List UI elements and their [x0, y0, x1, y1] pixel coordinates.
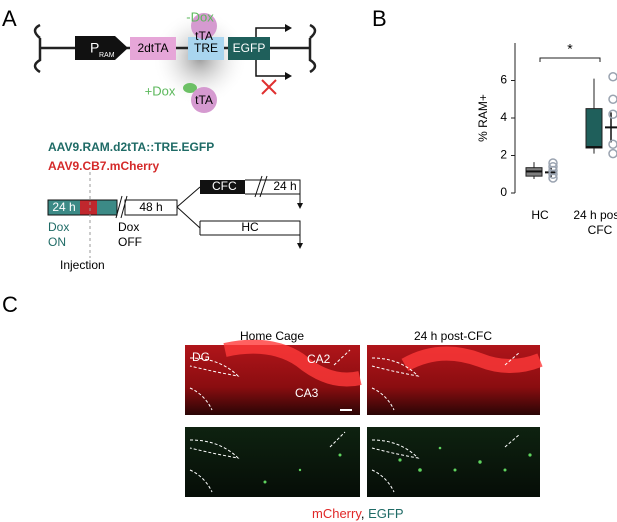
- timeline-label: 48 h: [139, 200, 162, 214]
- panel-label: C: [2, 292, 18, 317]
- column-title: Home Cage: [240, 329, 304, 343]
- promoter-arrow: [75, 36, 128, 60]
- region-label: CA3: [295, 386, 319, 400]
- minus-dox: -Dox: [186, 9, 214, 24]
- timeline-injection: [80, 200, 97, 215]
- vector-name: AAV9.RAM.d2tTA::TRE.EGFP: [48, 140, 214, 154]
- transcription-arrow: [255, 60, 285, 77]
- y-tick-label: 0: [500, 185, 507, 199]
- d2tta-box: [130, 37, 176, 60]
- panel-label: B: [372, 6, 387, 31]
- region-label: DG: [192, 350, 210, 364]
- timeline-border: [47, 199, 118, 216]
- arrowhead: [285, 72, 292, 80]
- arrowhead: [285, 24, 292, 32]
- tta-label: tTA: [195, 29, 213, 43]
- egfp-label: EGFP: [233, 41, 266, 55]
- legend-mcherry: mCherry: [312, 506, 361, 521]
- x-tick-label: 24 h post-CFC: [573, 208, 617, 237]
- panel-label: A: [2, 6, 17, 31]
- y-tick-label: 6: [500, 73, 507, 87]
- egfp-cells: [263, 446, 532, 484]
- timeline-label: HC: [241, 220, 259, 234]
- timeline-dox-on: [97, 200, 117, 215]
- dox-off-label: Dox OFF: [118, 220, 142, 249]
- region-outlines: [189, 349, 521, 493]
- image-egfp: [367, 427, 540, 497]
- dox-on-label: Dox ON: [48, 220, 70, 249]
- legend: mCherry, EGFP: [312, 506, 404, 521]
- tta-circle: [191, 13, 217, 39]
- point: [608, 94, 617, 104]
- blocked-mark: [261, 79, 277, 95]
- legend-egfp: EGFP: [368, 506, 404, 521]
- tre-label: TRE: [194, 41, 218, 55]
- significance-bracket: [539, 57, 601, 62]
- vector-name: AAV9.CB7.mCherry: [48, 159, 159, 173]
- promoter-sub: RAM: [99, 52, 115, 59]
- y-tick-label: 2: [500, 148, 507, 162]
- point: [608, 72, 617, 82]
- cell-layer: [223, 339, 362, 387]
- legend-separator: ,: [360, 506, 365, 521]
- time-break: [254, 175, 268, 198]
- post-cfc-box: [245, 179, 301, 205]
- timeline-dox-on: [48, 200, 80, 215]
- timeline-label: 24 h: [273, 179, 296, 193]
- tta-circle: [191, 87, 217, 113]
- image-egfp: [185, 427, 360, 497]
- point: [548, 162, 558, 172]
- arrowhead: [297, 243, 303, 249]
- point: [608, 139, 617, 149]
- significance: *: [567, 41, 573, 57]
- tre-box: [188, 37, 224, 60]
- column-title: 24 h post-CFC: [414, 329, 492, 343]
- y-tick-label: 4: [500, 110, 507, 124]
- time-break: [115, 195, 128, 219]
- region-label: CA2: [307, 352, 331, 366]
- tta-label: tTA: [195, 93, 213, 107]
- egfp-box: [228, 37, 270, 60]
- d2tta-label: 2dtTA: [137, 41, 168, 55]
- timeline-label: CFC: [212, 179, 237, 193]
- box-chart: 0 2 4 6 % RAM+ *: [476, 41, 617, 199]
- dox-molecule: [183, 83, 197, 93]
- cell-layer: [401, 346, 543, 373]
- point: [548, 158, 558, 168]
- box: [585, 108, 603, 149]
- cfc-box: [200, 180, 245, 194]
- point: [608, 148, 617, 159]
- plus-dox: +Dox: [145, 83, 176, 98]
- micrographs: [185, 339, 543, 497]
- arrowhead: [297, 203, 303, 209]
- timeline-label: 24 h: [52, 200, 75, 214]
- hc-box: [199, 220, 301, 245]
- promoter-label: P: [90, 40, 99, 56]
- branch: [176, 186, 201, 229]
- point: [608, 109, 617, 119]
- injection-label: Injection: [60, 258, 105, 272]
- transcription-arrow: [255, 27, 285, 37]
- y-axis-title: % RAM+: [476, 94, 490, 142]
- x-tick-label: HC: [531, 208, 549, 222]
